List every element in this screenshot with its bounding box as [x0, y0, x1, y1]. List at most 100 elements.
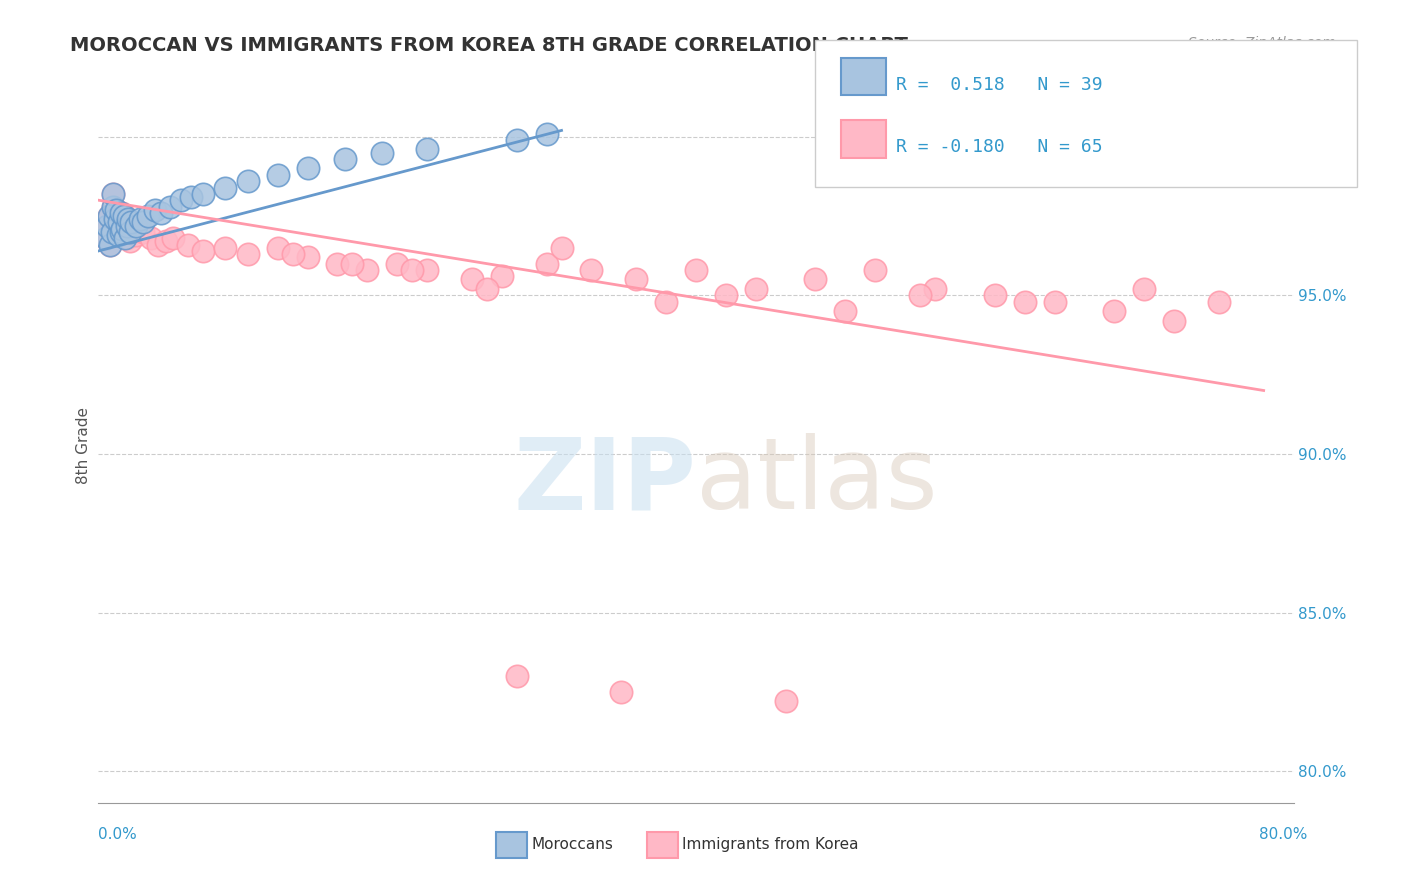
- Point: [924, 282, 946, 296]
- Point: [536, 257, 558, 271]
- Point: [685, 263, 707, 277]
- Point: [333, 152, 356, 166]
- Point: [97, 209, 120, 223]
- Point: [267, 168, 290, 182]
- Point: [745, 282, 768, 296]
- Point: [626, 272, 648, 286]
- Point: [129, 212, 152, 227]
- Point: [112, 209, 135, 223]
- Point: [125, 219, 148, 233]
- Point: [150, 206, 173, 220]
- Point: [115, 231, 138, 245]
- Point: [105, 202, 128, 217]
- Point: [110, 225, 132, 239]
- Point: [177, 237, 200, 252]
- Point: [94, 231, 117, 245]
- Point: [475, 282, 498, 296]
- Point: [984, 288, 1007, 302]
- Point: [1043, 294, 1066, 309]
- Point: [1104, 304, 1126, 318]
- Point: [103, 186, 125, 201]
- Point: [536, 127, 558, 141]
- Text: Immigrants from Korea: Immigrants from Korea: [682, 838, 859, 852]
- Text: Source: ZipAtlas.com: Source: ZipAtlas.com: [1188, 36, 1336, 50]
- Point: [865, 263, 887, 277]
- Point: [342, 257, 364, 271]
- Point: [356, 263, 378, 277]
- Point: [132, 225, 155, 239]
- Text: 80.0%: 80.0%: [1260, 827, 1308, 841]
- Point: [103, 200, 125, 214]
- Point: [804, 272, 827, 286]
- Point: [214, 180, 236, 194]
- Point: [110, 225, 132, 239]
- Point: [103, 186, 125, 201]
- Point: [385, 257, 409, 271]
- Point: [297, 161, 319, 176]
- Point: [297, 250, 319, 264]
- Point: [416, 143, 439, 157]
- Point: [169, 193, 191, 207]
- Point: [101, 225, 124, 239]
- Point: [139, 231, 162, 245]
- Text: Moroccans: Moroccans: [531, 838, 613, 852]
- Point: [112, 221, 135, 235]
- Point: [115, 219, 138, 233]
- Point: [214, 241, 236, 255]
- Point: [162, 231, 184, 245]
- Point: [834, 304, 856, 318]
- Text: R =  0.518   N = 39: R = 0.518 N = 39: [896, 76, 1102, 94]
- Text: atlas: atlas: [696, 434, 938, 530]
- Text: ZIP: ZIP: [513, 434, 696, 530]
- Point: [491, 269, 513, 284]
- Point: [550, 241, 572, 255]
- Y-axis label: 8th Grade: 8th Grade: [76, 408, 91, 484]
- Point: [114, 209, 136, 223]
- Point: [111, 206, 134, 220]
- Point: [111, 221, 134, 235]
- Point: [125, 228, 148, 243]
- Point: [101, 225, 124, 239]
- Point: [118, 235, 141, 249]
- Point: [136, 209, 159, 223]
- Point: [94, 231, 117, 245]
- Text: 0.0%: 0.0%: [98, 827, 138, 841]
- Point: [98, 237, 122, 252]
- Point: [114, 231, 136, 245]
- Point: [108, 215, 131, 229]
- Point: [581, 263, 603, 277]
- Point: [132, 215, 155, 229]
- Point: [103, 200, 125, 214]
- Point: [148, 237, 170, 252]
- Point: [191, 186, 214, 201]
- Point: [105, 202, 128, 217]
- Point: [1133, 282, 1156, 296]
- Text: R = -0.180   N = 65: R = -0.180 N = 65: [896, 138, 1102, 156]
- Point: [655, 294, 678, 309]
- Point: [104, 212, 127, 227]
- Point: [96, 219, 118, 233]
- Text: MOROCCAN VS IMMIGRANTS FROM KOREA 8TH GRADE CORRELATION CHART: MOROCCAN VS IMMIGRANTS FROM KOREA 8TH GR…: [70, 36, 908, 54]
- Point: [110, 206, 132, 220]
- Point: [267, 241, 290, 255]
- Point: [775, 694, 797, 708]
- Point: [506, 133, 529, 147]
- Point: [120, 215, 142, 229]
- Point: [98, 237, 122, 252]
- Point: [371, 145, 394, 160]
- Point: [159, 200, 181, 214]
- Point: [461, 272, 484, 286]
- Point: [108, 215, 131, 229]
- Point: [236, 174, 259, 188]
- Point: [104, 212, 127, 227]
- Point: [401, 263, 423, 277]
- Point: [118, 225, 141, 239]
- Point: [326, 257, 349, 271]
- Point: [96, 219, 118, 233]
- Point: [506, 669, 529, 683]
- Point: [1208, 294, 1230, 309]
- Point: [117, 219, 139, 233]
- Point: [1014, 294, 1036, 309]
- Point: [143, 202, 166, 217]
- Point: [107, 228, 129, 243]
